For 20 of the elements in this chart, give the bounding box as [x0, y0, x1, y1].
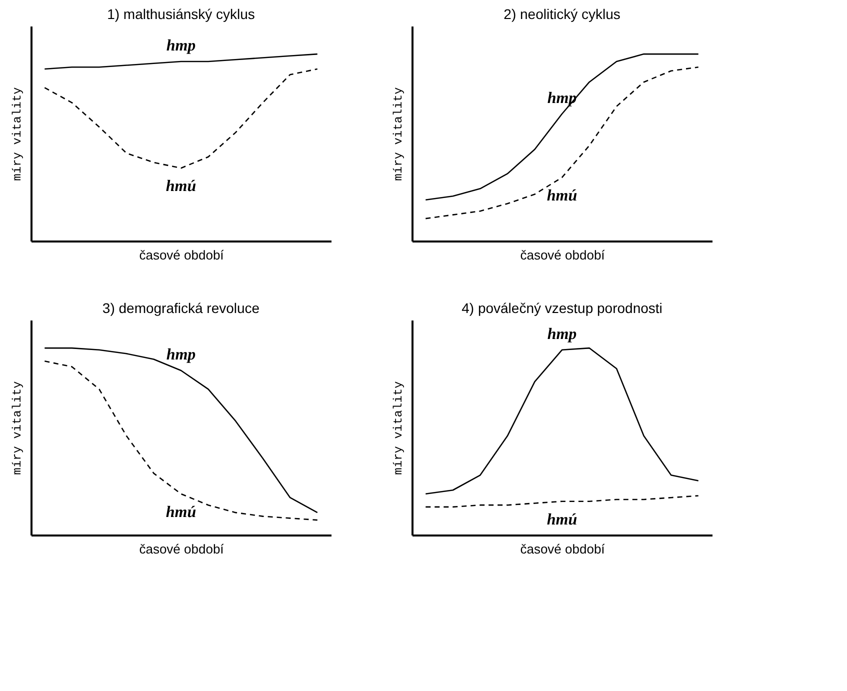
- y-axis-title: míry vitality: [10, 87, 24, 181]
- x-axis-title: časové období: [520, 248, 606, 262]
- x-axis-title: časové období: [139, 248, 224, 262]
- series-label: hmú: [546, 511, 578, 528]
- chart-title: 4) poválečný vzestup porodnosti: [462, 300, 662, 316]
- series-label: hmú: [546, 187, 578, 204]
- y-axis-title: míry vitality: [392, 87, 406, 181]
- series-label: hmú: [166, 504, 196, 521]
- y-axis-title: míry vitality: [392, 381, 406, 475]
- series-label: hmú: [166, 178, 196, 196]
- chart-title: 2) neolitický cyklus: [504, 6, 620, 22]
- x-axis-title: časové období: [139, 542, 224, 556]
- chart-title: 3) demografická revoluce: [102, 300, 260, 316]
- chart-title: 1) malthusiánský cyklus: [107, 6, 255, 22]
- series-label: hmp: [166, 346, 196, 364]
- series-label: hmp: [547, 326, 577, 343]
- x-axis-title: časové období: [520, 542, 606, 556]
- y-axis-title: míry vitality: [10, 381, 24, 475]
- series-label: hmp: [547, 90, 577, 107]
- series-label: hmp: [166, 38, 196, 55]
